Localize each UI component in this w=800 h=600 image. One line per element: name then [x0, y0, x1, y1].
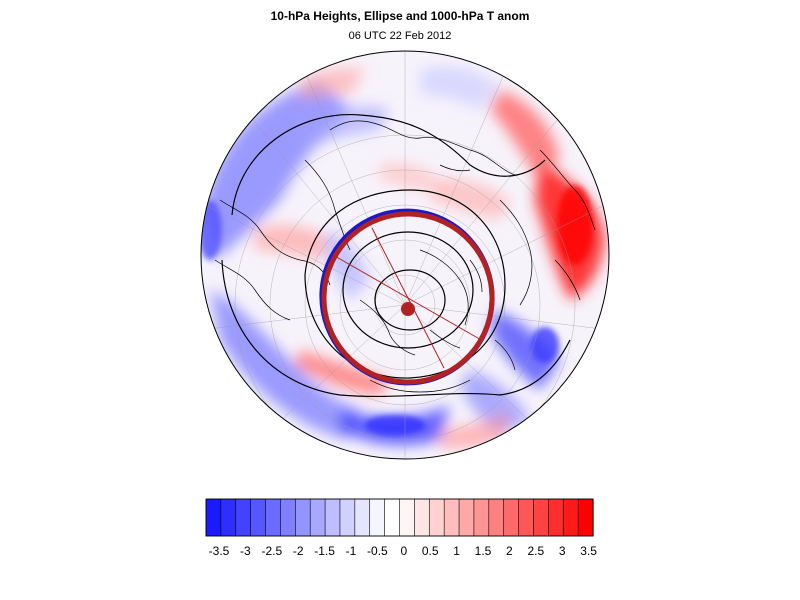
colorbar-tick-label: -1: [345, 544, 357, 558]
colorbar-tick-label: 1: [453, 544, 460, 558]
colorbar-tick-label: -2: [292, 544, 304, 558]
colorbar-swatch: [295, 498, 311, 537]
colorbar-swatch: [443, 498, 460, 537]
colorbar-tick-label: 0: [400, 544, 408, 558]
colorbar-tick-label: 2: [506, 544, 513, 558]
colorbar-tick-label: 1.5: [474, 544, 492, 558]
colorbar-swatch: [220, 498, 237, 537]
colorbar-swatch: [384, 498, 401, 537]
colorbar-swatch: [354, 498, 371, 537]
colorbar-swatch: [533, 498, 549, 537]
colorbar-tick-label: -2.5: [261, 544, 283, 558]
colorbar-swatch: [518, 498, 535, 537]
colorbar-tick-label: 3.5: [580, 544, 597, 558]
globe-outline: [200, 50, 610, 460]
colorbar-swatch: [205, 498, 222, 537]
colorbar-swatch: [458, 498, 475, 537]
colorbar-swatch: [577, 498, 594, 537]
colorbar-swatch: [548, 498, 564, 537]
colorbar-tick-label: -3.5: [208, 544, 230, 558]
colorbar-swatch: [250, 498, 267, 537]
map-subtitle: 06 UTC 22 Feb 2012: [348, 30, 452, 42]
ellipse-axes: [332, 227, 484, 369]
vortex-center-marker: [401, 302, 415, 316]
colorbar-swatch: [280, 498, 296, 537]
colorbar-swatch: [473, 498, 490, 537]
colorbar-tick-label: -0.5: [367, 544, 388, 558]
map-title: 10-hPa Heights, Ellipse and 1000-hPa T a…: [270, 9, 530, 23]
colorbar-swatch: [324, 498, 341, 537]
colorbar-swatch: [503, 498, 520, 537]
colorbar-swatch: [235, 498, 252, 537]
colorbar-swatch: [414, 498, 430, 537]
temperature-anomaly-field: [201, 51, 609, 459]
colorbar-tick-label: 3: [558, 544, 566, 558]
colorbar-tick-label: -3: [240, 544, 251, 558]
colorbar-swatch: [399, 498, 415, 537]
vortex-ellipse: [321, 211, 495, 385]
colorbar-tick-label: 2.5: [527, 544, 545, 558]
colorbar-swatch: [562, 498, 579, 537]
colorbar-swatch: [428, 498, 445, 537]
colorbar-swatch: [488, 498, 505, 537]
colorbar-tick-label: -1.5: [314, 544, 335, 558]
colorbar-swatch: [339, 498, 356, 537]
colorbar-swatch: [309, 498, 326, 537]
colorbar-swatch: [369, 498, 386, 537]
colorbar-swatch: [265, 498, 282, 537]
colorbar-tick-label: 0.5: [421, 544, 439, 558]
